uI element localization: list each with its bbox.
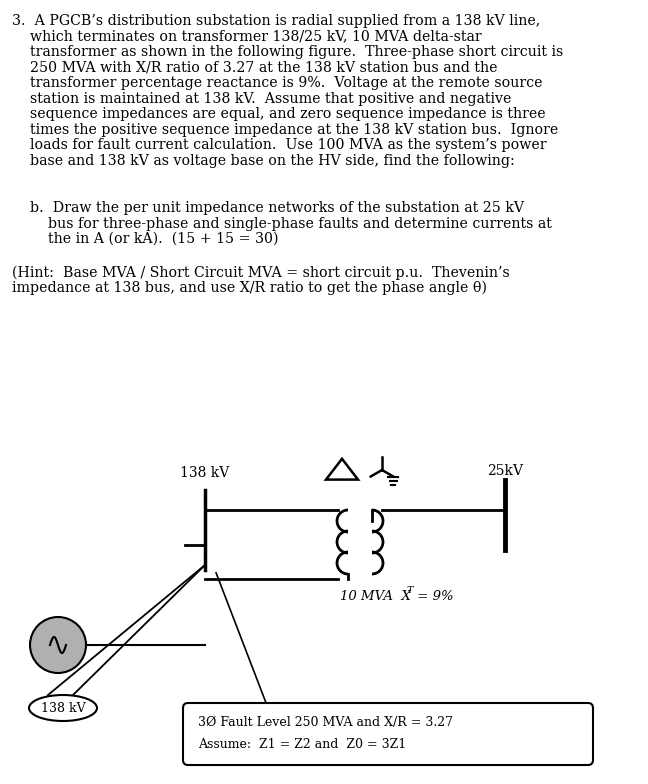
Text: Assume:  Z1 = Z2 and  Z0 = 3Z1: Assume: Z1 = Z2 and Z0 = 3Z1 [198, 738, 406, 751]
Text: base and 138 kV as voltage base on the HV side, find the following:: base and 138 kV as voltage base on the H… [12, 154, 515, 168]
Text: times the positive sequence impedance at the 138 kV station bus.  Ignore: times the positive sequence impedance at… [12, 122, 558, 136]
Text: (Hint:  Base MVA / Short Circuit MVA = short circuit p.u.  Thevenin’s: (Hint: Base MVA / Short Circuit MVA = sh… [12, 266, 510, 280]
Circle shape [30, 617, 86, 673]
Text: 138 kV: 138 kV [41, 702, 86, 714]
Text: transformer as shown in the following figure.  Three-phase short circuit is: transformer as shown in the following fi… [12, 45, 563, 59]
Text: bus for three-phase and single-phase faults and determine currents at: bus for three-phase and single-phase fau… [12, 216, 552, 230]
Text: T: T [407, 586, 413, 595]
Text: 250 MVA with X/R ratio of 3.27 at the 138 kV station bus and the: 250 MVA with X/R ratio of 3.27 at the 13… [12, 60, 498, 74]
Text: 10 MVA  X: 10 MVA X [340, 590, 411, 603]
Text: impedance at 138 bus, and use X/R ratio to get the phase angle θ): impedance at 138 bus, and use X/R ratio … [12, 281, 487, 296]
Text: which terminates on transformer 138/25 kV, 10 MVA delta-star: which terminates on transformer 138/25 k… [12, 30, 481, 43]
Text: = 9%: = 9% [413, 590, 454, 603]
Text: station is maintained at 138 kV.  Assume that positive and negative: station is maintained at 138 kV. Assume … [12, 92, 511, 106]
Text: 3.  A PGCB’s distribution substation is radial supplied from a 138 kV line,: 3. A PGCB’s distribution substation is r… [12, 14, 540, 28]
Ellipse shape [29, 695, 97, 721]
Text: b.  Draw the per unit impedance networks of the substation at 25 kV: b. Draw the per unit impedance networks … [12, 201, 524, 215]
FancyBboxPatch shape [183, 703, 593, 765]
Text: the in A (or kA).  (15 + 15 = 30): the in A (or kA). (15 + 15 = 30) [12, 232, 279, 246]
Text: 138 kV: 138 kV [180, 466, 229, 480]
Text: loads for fault current calculation.  Use 100 MVA as the system’s power: loads for fault current calculation. Use… [12, 138, 546, 152]
Text: sequence impedances are equal, and zero sequence impedance is three: sequence impedances are equal, and zero … [12, 107, 546, 121]
Text: 25kV: 25kV [487, 464, 523, 478]
Text: transformer percentage reactance is 9%.  Voltage at the remote source: transformer percentage reactance is 9%. … [12, 76, 542, 90]
Text: 3Ø Fault Level 250 MVA and X/R = 3.27: 3Ø Fault Level 250 MVA and X/R = 3.27 [198, 716, 453, 729]
